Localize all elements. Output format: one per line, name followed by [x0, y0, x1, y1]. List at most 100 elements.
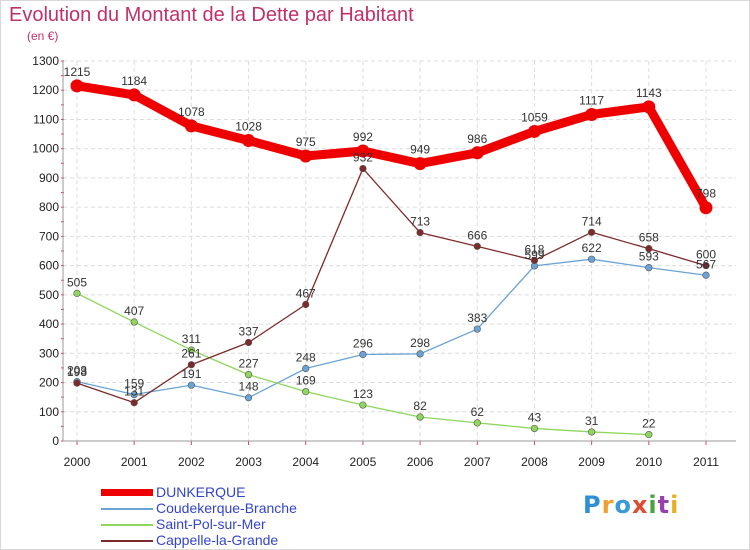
data-label: 986 [467, 132, 487, 146]
x-tick-label: 2000 [64, 455, 91, 469]
logo-letter: t [657, 491, 671, 519]
axes: 0 100 200 300 400 500 600 700 800 900 1000 1100 1200… [32, 54, 736, 469]
legend-swatch [101, 508, 153, 510]
legend-item: Coudekerque-Branche [101, 500, 361, 516]
x-tick-label: 2006 [407, 455, 434, 469]
series-line [76, 258, 707, 399]
legend-label: Cappelle-la-Grande [156, 532, 279, 548]
legend-item: DUNKERQUE [101, 484, 361, 500]
data-point [416, 413, 424, 421]
data-point [187, 381, 195, 389]
legend-swatch [101, 489, 153, 496]
data-point [130, 399, 138, 407]
data-label: 467 [296, 286, 316, 300]
data-point [530, 424, 539, 433]
legend-item: Saint-Pol-sur-Mer [101, 516, 361, 532]
data-label: 227 [239, 357, 259, 371]
data-point [416, 350, 424, 358]
legend-label: DUNKERQUE [156, 484, 246, 500]
chart-title: Evolution du Montant de la Dette par Hab… [9, 4, 414, 26]
data-label: 932 [353, 151, 373, 165]
x-tick-label: 2004 [292, 455, 319, 469]
data-point [70, 79, 84, 93]
data-label: 992 [353, 130, 373, 144]
data-label: 148 [239, 380, 259, 394]
data-label: 714 [582, 214, 602, 228]
data-label: 713 [410, 215, 430, 229]
x-tick-label: 2008 [521, 455, 548, 469]
data-label: 1078 [178, 105, 205, 119]
data-point [302, 364, 310, 373]
data-label: 191 [181, 367, 201, 381]
data-point [702, 271, 710, 279]
data-point [73, 289, 81, 297]
data-point [242, 134, 256, 148]
data-point [244, 394, 253, 402]
data-label: 203 [67, 364, 87, 378]
legend-label: Saint-Pol-sur-Mer [156, 516, 266, 532]
data-label: 82 [413, 399, 427, 413]
data-label: 658 [639, 231, 659, 245]
logo-letter: r [601, 491, 615, 519]
logo-letter: P [583, 491, 602, 519]
data-label: 31 [585, 414, 599, 428]
y-tick-label: 200 [39, 376, 59, 390]
y-tick-label: 100 [39, 405, 59, 419]
data-label: 337 [239, 324, 259, 338]
data-label: 505 [67, 275, 87, 289]
data-label: 22 [642, 417, 656, 431]
data-label: 296 [353, 336, 373, 350]
y-tick-label: 1300 [32, 54, 59, 68]
x-tick-label: 2011 [693, 455, 719, 469]
data-label: 261 [181, 347, 201, 361]
data-label: 798 [696, 187, 716, 201]
data-labels: 203 159 191 148 248 296 298 383 599 622 593 567 505 4… [64, 65, 717, 431]
data-label: 1028 [235, 120, 262, 134]
logo-letter: i [648, 491, 658, 519]
y-tick-label: 1000 [32, 142, 59, 156]
data-point [473, 325, 481, 333]
data-point [527, 124, 541, 138]
data-point [645, 430, 653, 439]
data-label: 407 [124, 304, 144, 318]
y-tick-label: 300 [39, 346, 59, 360]
data-point [184, 119, 198, 133]
data-label: 383 [467, 311, 487, 325]
data-label: 43 [528, 410, 542, 424]
data-point [699, 201, 713, 215]
data-point [413, 157, 427, 171]
legend-label: Coudekerque-Branche [156, 500, 297, 516]
legend-swatch [101, 540, 153, 542]
data-point [588, 428, 596, 436]
data-point [244, 371, 253, 379]
logo-letter: i [670, 491, 680, 519]
data-point [187, 361, 195, 369]
proxiti-logo: Proxiti [583, 491, 679, 519]
logo-letter: x [631, 491, 649, 519]
data-point [359, 350, 367, 359]
data-label: 1184 [121, 74, 147, 88]
data-label: 123 [353, 387, 373, 401]
data-label: 248 [296, 351, 316, 365]
y-tick-label: 600 [39, 259, 59, 273]
data-label: 298 [410, 336, 430, 350]
y-tick-label: 700 [39, 229, 59, 243]
series-lines [70, 79, 713, 439]
data-point [530, 256, 539, 264]
chart-subtitle: (en €) [27, 29, 59, 43]
y-tick-label: 0 [52, 434, 59, 448]
data-point [73, 379, 81, 387]
data-point [588, 255, 596, 263]
data-label: 1143 [636, 86, 662, 100]
grid [63, 60, 736, 442]
legend-swatch [101, 524, 153, 526]
data-label: 600 [696, 248, 716, 262]
data-point [302, 300, 310, 309]
y-tick-label: 1200 [32, 83, 59, 97]
x-tick-label: 2003 [235, 455, 262, 469]
data-point [473, 419, 481, 427]
legend: DUNKERQUE Coudekerque-Branche Saint-Pol-su… [101, 484, 361, 548]
y-tick-label: 1100 [33, 112, 59, 126]
data-point [299, 149, 313, 163]
